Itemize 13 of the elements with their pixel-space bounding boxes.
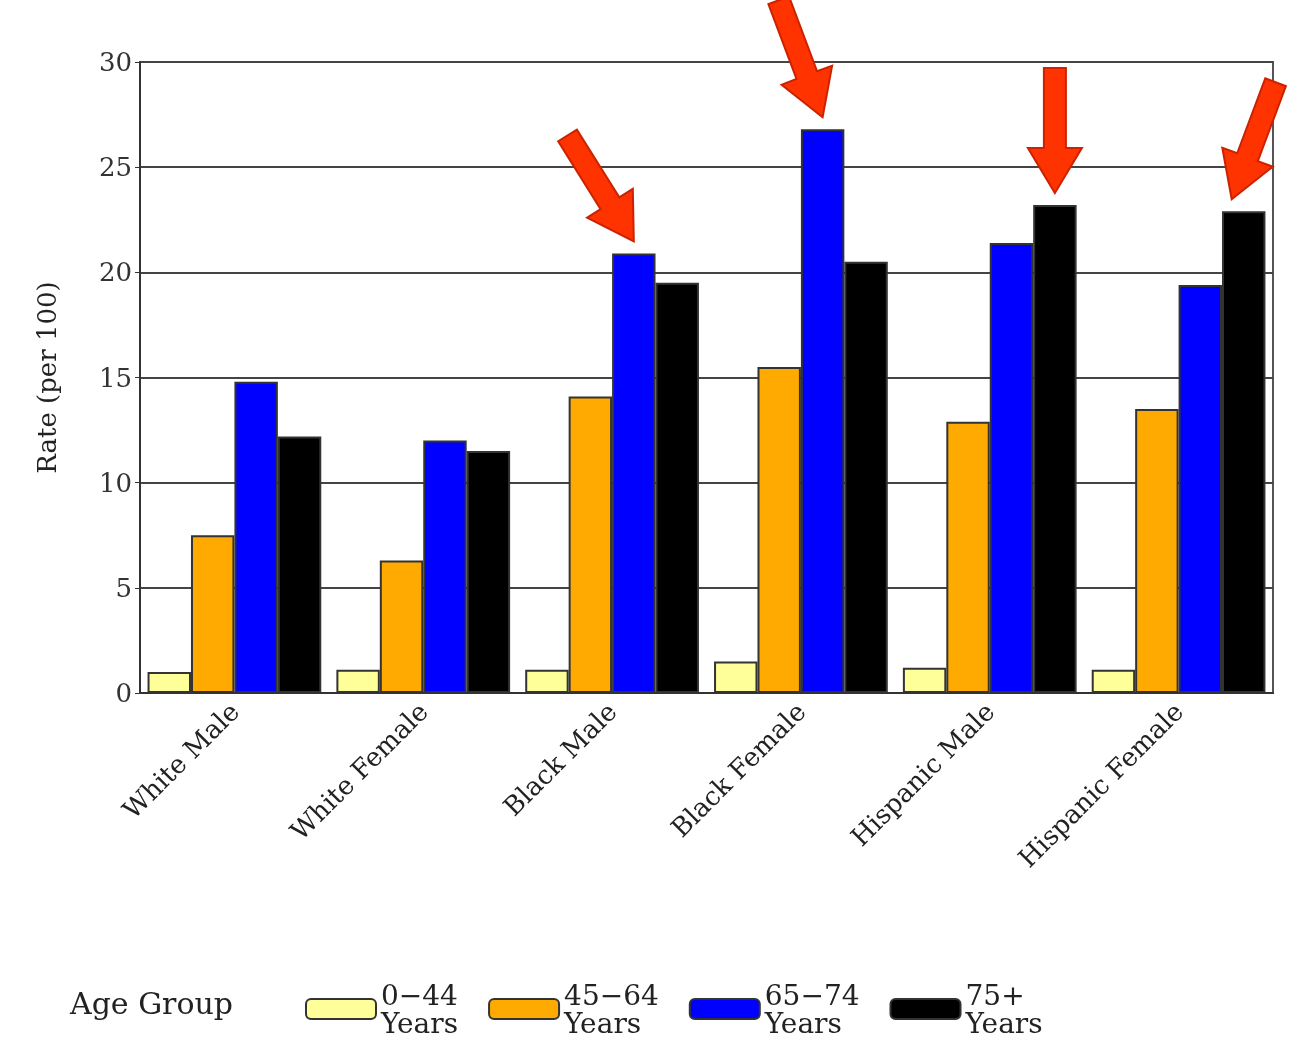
y-axis-title: Rate (per 100) <box>32 281 62 474</box>
legend-label: 65−74 Years <box>763 978 860 1040</box>
y-tick-label: 10 <box>98 467 132 498</box>
y-tick-label: 5 <box>115 572 132 603</box>
y-tick-label: 30 <box>98 47 132 77</box>
legend-label: 0−44 Years <box>380 978 459 1040</box>
y-tick-label: 20 <box>98 257 132 288</box>
legend-title: Age Group <box>69 985 234 1021</box>
legend-label: 75+ Years <box>964 978 1043 1040</box>
y-tick-label: 25 <box>98 152 132 183</box>
y-tick-label: 15 <box>98 362 132 393</box>
y-tick-label: 0 <box>115 678 132 708</box>
legend-label: 45−64 Years <box>563 978 659 1040</box>
